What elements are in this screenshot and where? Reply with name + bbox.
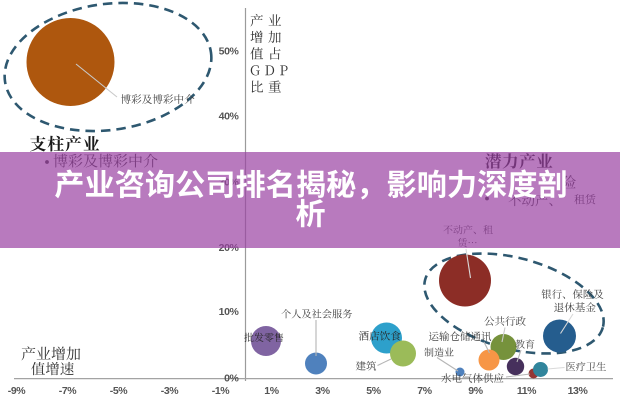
svg-text:1%: 1% — [264, 385, 279, 397]
svg-text:-9%: -9% — [8, 385, 27, 397]
svg-text:10%: 10% — [219, 306, 240, 318]
svg-text:-5%: -5% — [110, 385, 129, 397]
svg-text:-3%: -3% — [161, 385, 180, 397]
svg-text:40%: 40% — [219, 110, 240, 122]
svg-text:0%: 0% — [224, 372, 239, 384]
svg-text:13%: 13% — [568, 385, 589, 397]
svg-text:11%: 11% — [517, 385, 537, 397]
svg-text:50%: 50% — [219, 45, 240, 57]
svg-text:9%: 9% — [468, 385, 483, 397]
svg-text:3%: 3% — [315, 385, 330, 397]
svg-text:-1%: -1% — [212, 385, 231, 397]
svg-text:5%: 5% — [366, 385, 381, 397]
svg-text:-7%: -7% — [59, 385, 78, 397]
svg-text:7%: 7% — [417, 385, 432, 397]
